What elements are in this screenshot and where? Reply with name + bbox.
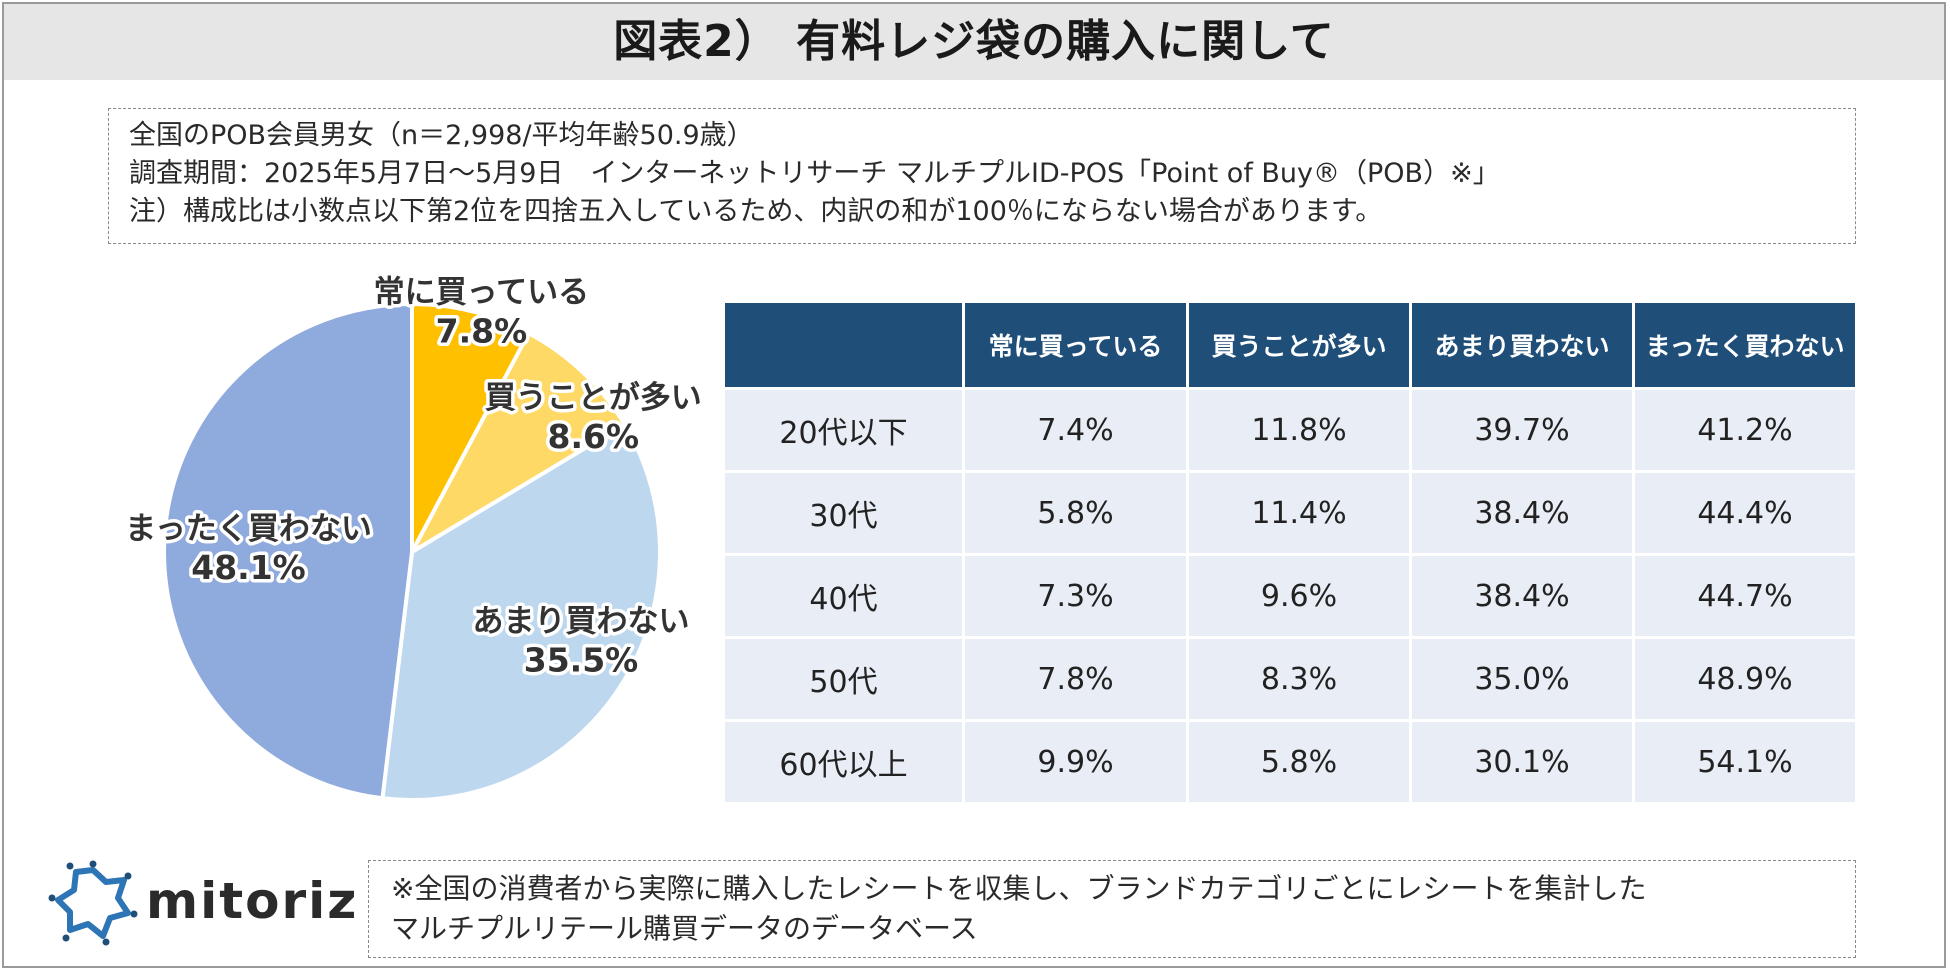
note-rounding: 注）構成比は小数点以下第2位を四捨五入しているため、内訳の和が100％にならない…	[129, 196, 1383, 227]
pie-slice-always	[410, 301, 532, 553]
table-cell: 7.4%	[962, 387, 1189, 473]
pie-value-rarely: 35.5%	[524, 641, 639, 680]
pie-value-always: 7.8%	[436, 312, 528, 351]
header-never: まったく買わない	[1632, 300, 1858, 390]
table-cell: 7.3%	[962, 553, 1189, 639]
mitoriz-logo-icon	[48, 860, 138, 946]
table-cell: 11.8%	[1186, 387, 1412, 473]
table-cell: 54.1%	[1632, 719, 1858, 805]
header-often: 買うことが多い	[1186, 300, 1412, 390]
table-row: 20代以下 7.4% 11.8% 39.7% 41.2%	[722, 387, 1858, 473]
pie-value-never: 48.1%	[191, 548, 306, 587]
table-cell: 5.8%	[1186, 719, 1412, 805]
table-cell: 38.4%	[1409, 470, 1635, 556]
table-cell: 48.9%	[1632, 636, 1858, 722]
table-cell: 9.6%	[1186, 553, 1412, 639]
row-label: 20代以下	[722, 387, 965, 473]
header-corner	[722, 300, 965, 390]
row-label: 60代以上	[722, 719, 965, 805]
pie-label-often: 買うことが多い	[485, 380, 702, 416]
pie-label-always: 常に買っている	[374, 275, 589, 311]
table-row: 60代以上 9.9% 5.8% 30.1% 54.1%	[722, 719, 1858, 805]
table-cell: 8.3%	[1186, 636, 1412, 722]
pie-label-rarely: あまり買わない	[473, 604, 690, 640]
title-bar: 図表2） 有料レジ袋の購入に関して	[4, 4, 1944, 80]
table-cell: 39.7%	[1409, 387, 1635, 473]
pie-slice-never	[162, 301, 414, 801]
footnote-line: ※全国の消費者から実際に購入したレシートを収集し、ブランドカテゴリごとにレシート…	[391, 872, 1647, 905]
age-breakdown-table: 常に買っている 買うことが多い あまり買わない まったく買わない 20代以下 7…	[722, 300, 1858, 805]
note-period: 調査期間：2025年5月7日～5月9日 インターネットリサーチ マルチプルID-…	[129, 158, 1500, 189]
figure-title: 図表2） 有料レジ袋の購入に関して	[613, 16, 1335, 67]
table-cell: 5.8%	[962, 470, 1189, 556]
pie-slice-often	[406, 330, 628, 558]
mitoriz-logo: mitoriz	[48, 858, 356, 948]
table-cell: 44.4%	[1632, 470, 1858, 556]
table-cell: 35.0%	[1409, 636, 1635, 722]
pob-footnote: ※全国の消費者から実際に購入したレシートを収集し、ブランドカテゴリごとにレシート…	[368, 860, 1856, 958]
survey-notes: 全国のPOB会員男女（n＝2,998/平均年齢50.9歳） 調査期間：2025年…	[108, 108, 1856, 244]
table-row: 50代 7.8% 8.3% 35.0% 48.9%	[722, 636, 1858, 722]
note-sample: 全国のPOB会員男女（n＝2,998/平均年齢50.9歳）	[129, 120, 754, 151]
header-always: 常に買っている	[962, 300, 1189, 390]
table-row: 30代 5.8% 11.4% 38.4% 44.4%	[722, 470, 1858, 556]
row-label: 50代	[722, 636, 965, 722]
table-cell: 41.2%	[1632, 387, 1858, 473]
table-header-row: 常に買っている 買うことが多い あまり買わない まったく買わない	[722, 300, 1858, 390]
footnote-line: マルチプルリテール購買データのデータベース	[391, 912, 978, 945]
table-cell: 30.1%	[1409, 719, 1635, 805]
logo-wordmark: mitoriz	[146, 872, 359, 930]
pie-slice-rarely	[380, 421, 662, 802]
pie-label-never: まったく買わない	[125, 511, 372, 547]
table-cell: 7.8%	[962, 636, 1189, 722]
header-rarely: あまり買わない	[1409, 300, 1635, 390]
table-cell: 9.9%	[962, 719, 1189, 805]
table-cell: 44.7%	[1632, 553, 1858, 639]
pie-value-often: 8.6%	[548, 417, 640, 456]
table-cell: 38.4%	[1409, 553, 1635, 639]
table-row: 40代 7.3% 9.6% 38.4% 44.7%	[722, 553, 1858, 639]
table-cell: 11.4%	[1186, 470, 1412, 556]
row-label: 30代	[722, 470, 965, 556]
row-label: 40代	[722, 553, 965, 639]
